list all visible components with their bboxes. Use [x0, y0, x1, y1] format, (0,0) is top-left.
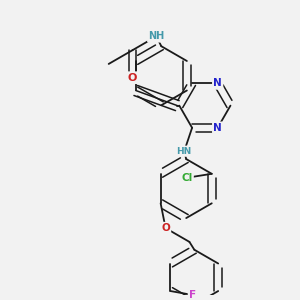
Text: Cl: Cl	[181, 173, 193, 183]
Text: HN: HN	[177, 147, 192, 156]
Text: F: F	[189, 290, 196, 300]
Text: N: N	[213, 79, 222, 88]
Text: N: N	[213, 123, 222, 133]
Text: NH: NH	[148, 32, 164, 41]
Text: O: O	[128, 73, 137, 83]
Text: O: O	[161, 223, 170, 233]
